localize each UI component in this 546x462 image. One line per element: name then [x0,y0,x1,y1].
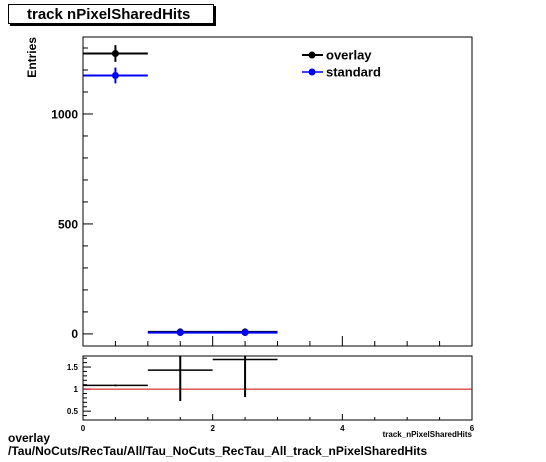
y-tick-label: 1.5 [67,363,79,372]
plot-frame [82,36,473,347]
series-overlay [83,45,278,336]
data-point-ratio [212,356,278,398]
footer-line-2: /Tau/NoCuts/RecTau/All/Tau_NoCuts_RecTau… [8,444,428,458]
data-point-ratio [147,356,213,402]
plot-frame [82,355,473,421]
data-point-overlay [83,45,148,62]
footer-caption: overlay /Tau/NoCuts/RecTau/All/Tau_NoCut… [8,432,427,458]
legend-label: overlay [326,48,372,63]
y-tick-label: 500 [58,217,78,231]
x-tick-label: 6 [470,424,475,433]
x-tick-label: 4 [340,424,345,433]
legend-item-overlay: overlay [302,48,372,63]
chart-title: track nPixelSharedHits [8,4,214,24]
legend-marker [308,68,316,76]
data-marker [241,329,249,337]
footer-line-1: overlay [8,431,51,445]
series-ratio [83,356,278,402]
data-point-standard [212,329,278,337]
data-point-standard [147,329,213,337]
legend-item-standard: standard [302,65,381,80]
x-tick-label: 0 [81,424,86,433]
y-tick-label: 1 [74,385,79,394]
x-tick-label: 2 [210,424,215,433]
main-panel: 0 500 1000 Entries overlay standard [25,36,473,347]
y-tick-label: 1000 [51,107,78,121]
y-tick-label: 0.5 [67,407,79,416]
data-point-ratio [83,384,148,387]
legend-marker [308,51,316,59]
series-standard [83,67,278,337]
data-marker [111,71,119,79]
y-tick-label: 0 [71,327,78,341]
data-marker [176,329,184,337]
y-axis-label: Entries [25,37,39,78]
x-axis-label: track_nPixelSharedHits [383,430,473,439]
data-point-standard [83,67,148,84]
data-marker [111,49,119,57]
legend-label: standard [326,65,381,80]
legend: overlay standard [302,48,381,80]
